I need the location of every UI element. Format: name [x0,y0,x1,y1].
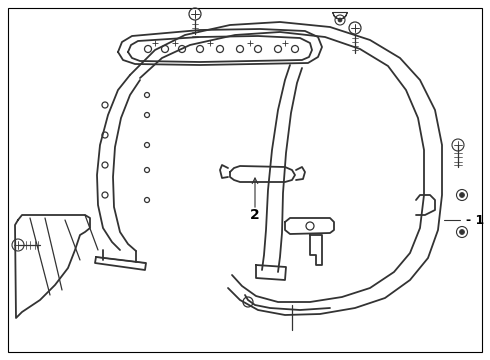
Circle shape [460,193,465,198]
Text: - 1: - 1 [466,213,484,226]
Text: 2: 2 [250,208,260,222]
Circle shape [338,18,342,22]
Circle shape [460,230,465,234]
Wedge shape [333,12,347,19]
